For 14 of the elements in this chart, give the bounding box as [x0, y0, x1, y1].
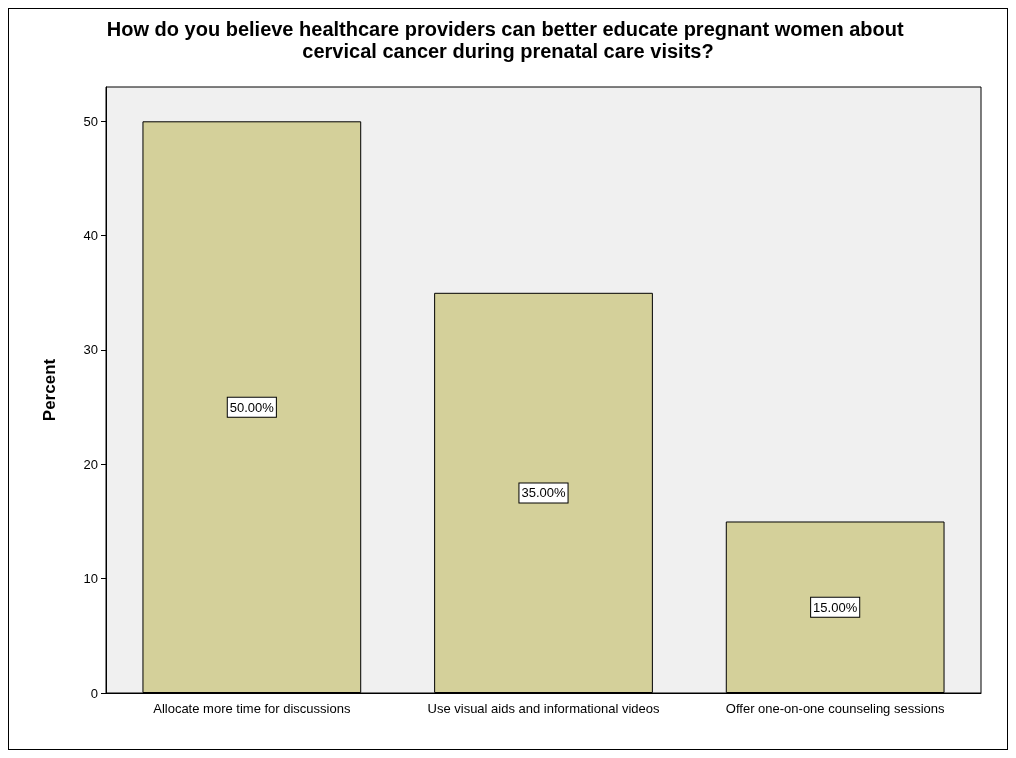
y-tick-label: 50 [83, 113, 98, 129]
y-tick-label: 0 [90, 685, 98, 701]
y-tick-label: 20 [83, 456, 98, 472]
x-tick-label: Allocate more time for discussions [153, 701, 351, 716]
data-label: 50.00% [229, 399, 275, 415]
y-tick-label: 40 [83, 228, 98, 244]
y-axis-title: Percent [40, 358, 59, 422]
data-label: 15.00% [813, 599, 858, 615]
y-tick-label: 30 [83, 342, 98, 358]
x-tick-label: Offer one-on-one counseling sessions [725, 701, 946, 716]
data-label: 35.00% [521, 485, 566, 501]
chart-title: How do you believe healthcare providers can better educate pregnant women about cervical cancer during prenatal care visits? [106, 18, 910, 62]
y-tick-label: 10 [83, 571, 98, 587]
x-tick-label: Use visual aids and informational videos [427, 701, 660, 716]
